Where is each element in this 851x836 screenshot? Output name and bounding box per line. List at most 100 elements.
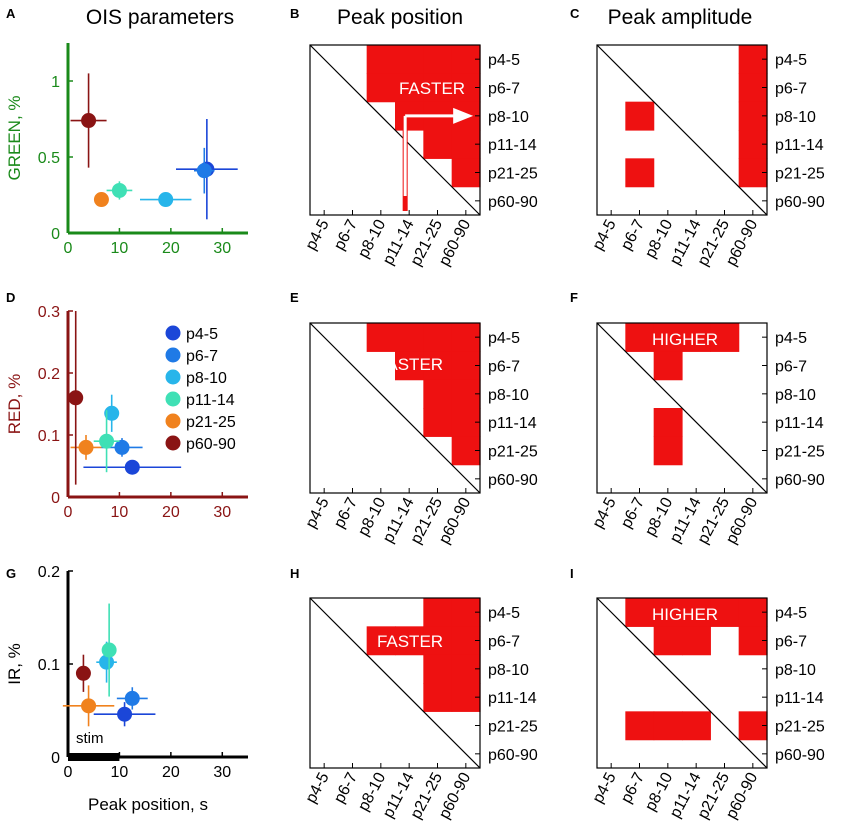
data-point: [99, 433, 115, 449]
row-label: p4-5: [775, 52, 807, 69]
arrow-head: [453, 107, 474, 124]
x-tick-label: 10: [111, 764, 129, 781]
x-axis-label: Peak position, s: [88, 795, 208, 814]
data-point: [124, 690, 140, 706]
data-point: [196, 163, 212, 179]
significant-cell: [653, 408, 683, 437]
row-label: p8-10: [775, 387, 816, 404]
y-tick-label: 0.1: [38, 657, 60, 674]
higher-label: HIGHER: [652, 330, 718, 349]
data-point: [75, 665, 91, 681]
x-tick-label: 0: [64, 504, 73, 521]
data-point: [124, 459, 140, 475]
legend-marker: [165, 435, 181, 451]
row-label: p21-25: [488, 719, 538, 736]
row-label: p60-90: [775, 194, 825, 211]
legend-label: p60-90: [186, 436, 236, 453]
col-label: p6-7: [331, 495, 361, 531]
matrix-panel-h: p4-5p6-7p8-10p11-14p21-25p60-90p4-5p6-7p…: [303, 597, 538, 822]
matrix-panel-b: p4-5p6-7p8-10p11-14p21-25p60-90p4-5p6-7p…: [303, 44, 538, 269]
x-tick-label: 10: [111, 240, 129, 257]
row-label: p11-14: [775, 415, 824, 432]
significant-cell: [423, 130, 453, 159]
significant-cell: [423, 598, 453, 627]
y-tick-label: 0.2: [38, 564, 60, 581]
data-point: [114, 439, 130, 455]
col-label: p4-5: [590, 495, 620, 531]
significant-cell: [625, 158, 655, 188]
y-axis-label: IR, %: [5, 643, 24, 685]
row-label: p6-7: [775, 359, 807, 376]
significant-cell: [625, 598, 655, 627]
row-label: p11-14: [488, 690, 537, 707]
data-point: [117, 706, 133, 722]
matrix-diagonal: [309, 597, 481, 769]
row-label: p60-90: [775, 747, 825, 764]
row-label: p21-25: [488, 444, 538, 461]
row-label: p6-7: [775, 81, 807, 98]
x-tick-label: 30: [213, 240, 231, 257]
data-point: [111, 182, 127, 198]
y-tick-label: 0.2: [38, 366, 60, 383]
scatter-panel-red: 0 10 20 30 0 0.1 0.2 0.3 RED, %: [5, 304, 248, 521]
row-label: p6-7: [488, 81, 520, 98]
matrix-panel-f: p4-5p6-7p8-10p11-14p21-25p60-90p4-5p6-7p…: [590, 322, 825, 547]
col-label: p4-5: [590, 217, 620, 253]
legend-label: p11-14: [186, 392, 235, 409]
matrix-diagonal: [596, 44, 768, 216]
row-label: p4-5: [775, 330, 807, 347]
x-tick-label: 10: [111, 504, 129, 521]
panel-letter-a: A: [6, 6, 16, 21]
matrix-frame: [596, 322, 768, 494]
significant-cell: [625, 101, 655, 131]
y-tick-label: 1: [51, 74, 60, 91]
legend: p4-5 p6-7 p8-10 p11-14 p21-25 p60-90: [165, 325, 236, 453]
panel-letter-c: C: [570, 6, 580, 21]
col-label: p6-7: [331, 217, 361, 253]
x-tick-label: 0: [64, 240, 73, 257]
row-label: p4-5: [488, 330, 520, 347]
panel-letter-f: F: [570, 290, 578, 305]
legend-marker: [165, 391, 181, 407]
row-label: p60-90: [775, 472, 825, 489]
higher-label: HIGHER: [652, 605, 718, 624]
col-label: p6-7: [618, 495, 648, 531]
row-label: p11-14: [488, 137, 537, 154]
x-tick-label: 30: [213, 504, 231, 521]
row-label: p4-5: [488, 52, 520, 69]
row-label: p8-10: [488, 662, 529, 679]
significant-cell: [653, 711, 683, 741]
legend-marker: [165, 369, 181, 385]
x-tick-label: 0: [64, 764, 73, 781]
col-label: p6-7: [331, 770, 361, 806]
significant-cell: [423, 654, 453, 684]
legend-label: p21-25: [186, 414, 236, 431]
scatter-panel-green: 0 10 20 30 0 0.5 1 GREEN, %: [5, 43, 248, 257]
x-tick-label: 30: [213, 764, 231, 781]
data-point: [158, 192, 174, 208]
col-label: p4-5: [303, 217, 333, 253]
col-label: p4-5: [590, 770, 620, 806]
significant-cell: [625, 711, 655, 741]
column-title-ois: OIS parameters: [86, 6, 234, 29]
significant-cell: [423, 45, 453, 74]
data-point: [68, 390, 84, 406]
row-label: p21-25: [775, 719, 825, 736]
x-tick-label: 20: [162, 240, 180, 257]
data-point: [99, 654, 115, 670]
x-tick-label: 20: [162, 504, 180, 521]
panel-letter-g: G: [6, 566, 16, 581]
row-label: p11-14: [775, 690, 824, 707]
legend-label: p6-7: [186, 348, 218, 365]
row-label: p6-7: [488, 634, 520, 651]
row-label: p21-25: [488, 166, 538, 183]
significant-cell: [710, 323, 740, 352]
significant-cell: [395, 323, 424, 352]
faster-label: FASTER: [377, 632, 443, 651]
legend-marker: [165, 413, 181, 429]
significant-cell: [653, 598, 683, 627]
significant-cell: [395, 351, 424, 381]
row-label: p60-90: [488, 747, 538, 764]
